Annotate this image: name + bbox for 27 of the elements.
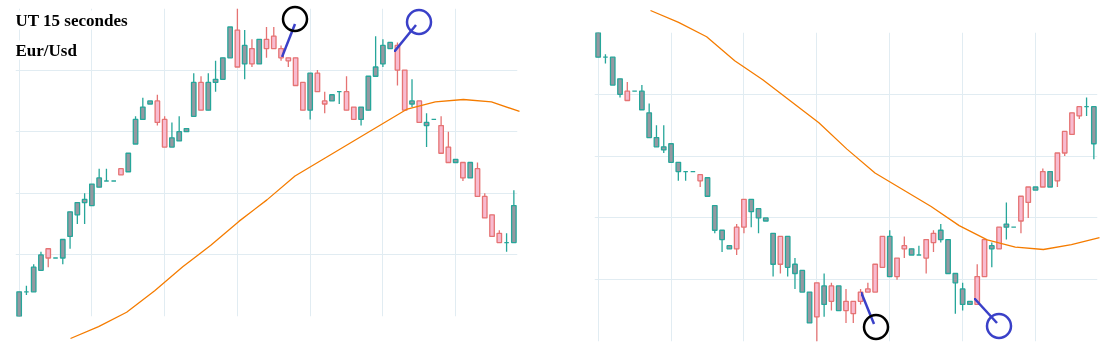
candlestick — [139, 97, 146, 121]
candlestick — [821, 272, 828, 318]
candlestick — [704, 177, 711, 197]
candlestick — [624, 81, 631, 102]
candlestick — [45, 248, 52, 268]
candlestick — [321, 91, 328, 114]
candlestick — [241, 29, 248, 80]
candlestick — [1003, 201, 1010, 241]
candlestick — [372, 35, 379, 77]
chart-title: UT 15 secondes — [15, 10, 128, 30]
candlestick — [249, 38, 255, 68]
candlestick — [901, 235, 908, 259]
candlestick — [748, 198, 755, 228]
candlestick — [923, 238, 930, 275]
candlestick — [1039, 167, 1046, 188]
candlestick — [460, 161, 466, 182]
candlestick — [719, 229, 725, 253]
candlestick — [219, 57, 226, 80]
candlestick — [638, 84, 645, 111]
candlestick — [988, 241, 995, 268]
candlestick — [154, 94, 161, 127]
text: Eur/Usd — [15, 40, 78, 60]
candlestick — [409, 78, 415, 108]
candlestick — [125, 152, 132, 173]
candlestick — [59, 238, 66, 265]
candlestick — [755, 207, 762, 234]
candlestick — [894, 257, 900, 281]
